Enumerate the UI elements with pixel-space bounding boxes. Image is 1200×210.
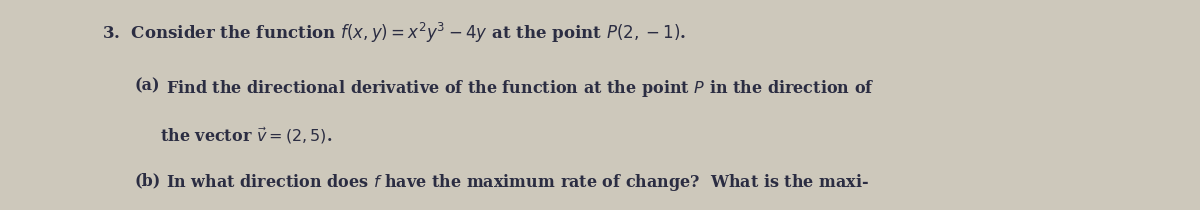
Text: Find the directional derivative of the function at the point $P$ in the directio: Find the directional derivative of the f… — [166, 78, 874, 99]
Text: 3.  Consider the function $f(x, y) = x^2y^3 - 4y$ at the point $P(2, -1)$.: 3. Consider the function $f(x, y) = x^2y… — [102, 21, 686, 45]
Text: (b): (b) — [134, 172, 161, 189]
Text: the vector $\vec{v} = (2, 5)$.: the vector $\vec{v} = (2, 5)$. — [160, 126, 332, 146]
Text: In what direction does $f$ have the maximum rate of change?  What is the maxi-: In what direction does $f$ have the maxi… — [166, 172, 869, 193]
Text: (a): (a) — [134, 78, 160, 95]
